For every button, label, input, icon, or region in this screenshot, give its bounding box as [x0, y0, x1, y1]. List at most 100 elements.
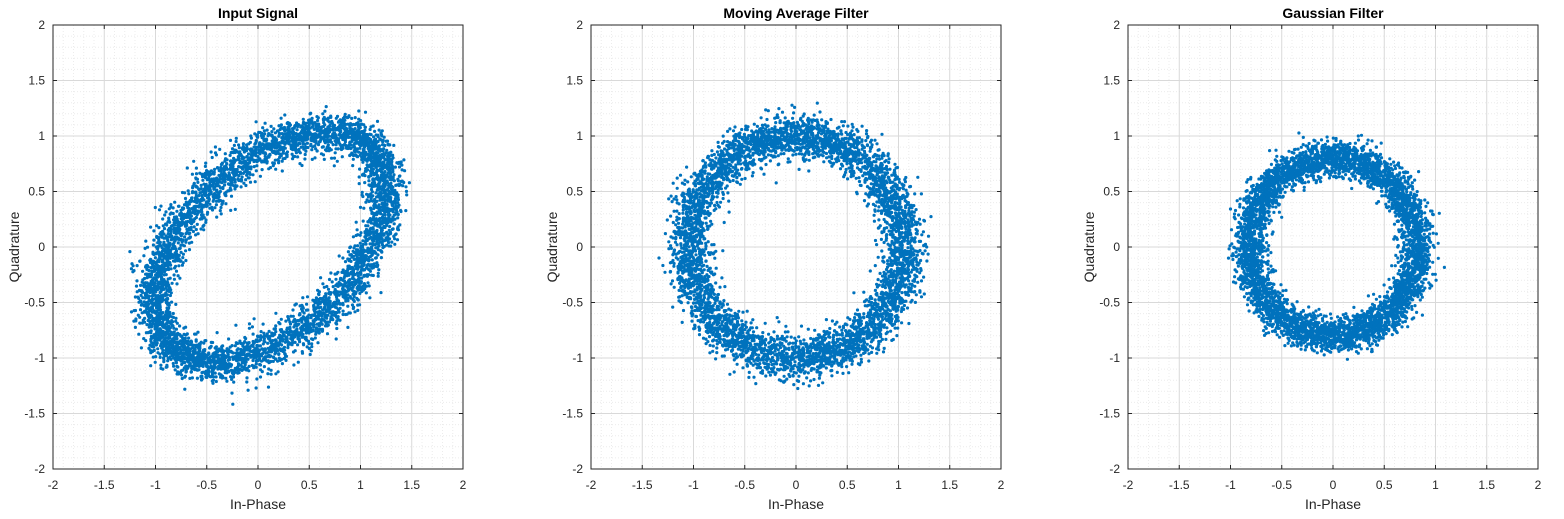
data-point	[296, 360, 300, 364]
data-point	[214, 203, 218, 207]
data-point	[233, 180, 237, 184]
data-point	[374, 213, 379, 217]
data-point	[330, 304, 335, 308]
data-point	[284, 319, 288, 323]
data-point	[221, 360, 225, 365]
data-point	[355, 121, 359, 126]
data-point	[146, 296, 150, 300]
data-point	[323, 305, 327, 309]
data-point	[385, 243, 389, 247]
data-point	[358, 146, 362, 150]
data-point	[182, 212, 187, 216]
data-point	[277, 134, 281, 138]
data-point	[389, 176, 393, 180]
data-point	[195, 222, 199, 226]
data-point	[195, 359, 199, 364]
data-point	[206, 360, 210, 364]
data-point	[192, 225, 196, 229]
data-point	[150, 341, 154, 345]
data-point	[382, 147, 386, 151]
data-point	[341, 287, 345, 291]
data-point	[230, 391, 234, 395]
data-point	[352, 289, 356, 293]
data-point	[209, 169, 213, 173]
data-point	[232, 355, 237, 359]
data-point	[293, 303, 297, 307]
data-point	[391, 153, 395, 157]
data-point	[359, 144, 363, 148]
data-point	[300, 320, 304, 324]
data-point	[379, 291, 383, 295]
data-point	[313, 310, 318, 314]
data-point	[179, 339, 183, 343]
data-point	[143, 281, 148, 285]
data-point	[247, 161, 252, 165]
data-point	[268, 166, 273, 170]
data-point	[377, 203, 381, 207]
data-point	[142, 285, 146, 289]
data-point	[341, 268, 345, 272]
data-point	[365, 132, 369, 137]
data-point	[149, 225, 153, 229]
data-point	[345, 312, 349, 316]
data-point	[234, 358, 238, 362]
data-point	[165, 293, 169, 297]
data-point	[333, 127, 337, 131]
data-point	[262, 160, 266, 164]
data-point	[265, 128, 269, 132]
data-point	[202, 216, 206, 220]
data-point	[321, 308, 325, 312]
data-point	[177, 204, 181, 208]
data-point	[173, 368, 177, 372]
data-point	[144, 239, 148, 243]
data-point	[155, 267, 159, 271]
data-point	[255, 164, 259, 168]
data-point	[266, 372, 270, 376]
data-point	[390, 157, 394, 161]
data-point	[150, 262, 155, 267]
data-point	[224, 157, 228, 161]
data-point	[200, 172, 204, 176]
data-point	[367, 284, 371, 288]
data-point	[286, 125, 290, 129]
data-point	[383, 143, 387, 148]
data-point	[199, 227, 203, 231]
data-point	[325, 308, 330, 312]
data-point	[166, 277, 170, 281]
data-point	[317, 292, 321, 296]
data-point	[154, 278, 159, 282]
data-point	[384, 188, 388, 192]
data-point	[148, 315, 152, 320]
data-point	[351, 153, 356, 158]
data-point	[335, 319, 339, 323]
data-point	[197, 350, 201, 355]
data-point	[204, 369, 208, 373]
data-point	[187, 336, 191, 340]
data-point	[392, 213, 396, 217]
data-point	[403, 169, 407, 173]
data-point	[353, 130, 357, 134]
data-point	[181, 361, 186, 365]
data-point	[370, 170, 375, 174]
data-point	[167, 343, 172, 347]
data-point	[148, 319, 152, 324]
data-point	[194, 368, 199, 372]
data-point	[301, 117, 305, 121]
data-point	[345, 146, 349, 150]
data-point	[195, 197, 199, 201]
data-point	[242, 367, 246, 371]
data-point	[364, 256, 368, 260]
data-point	[255, 377, 259, 381]
data-point	[220, 181, 224, 185]
data-point	[325, 332, 330, 336]
data-point	[321, 299, 325, 303]
data-point	[192, 181, 196, 185]
data-point	[351, 164, 355, 168]
data-point	[315, 149, 319, 153]
data-point	[190, 172, 194, 176]
data-point	[295, 324, 299, 328]
data-point	[373, 129, 377, 133]
data-point	[188, 236, 192, 240]
data-point	[326, 131, 330, 135]
data-point	[210, 205, 214, 209]
